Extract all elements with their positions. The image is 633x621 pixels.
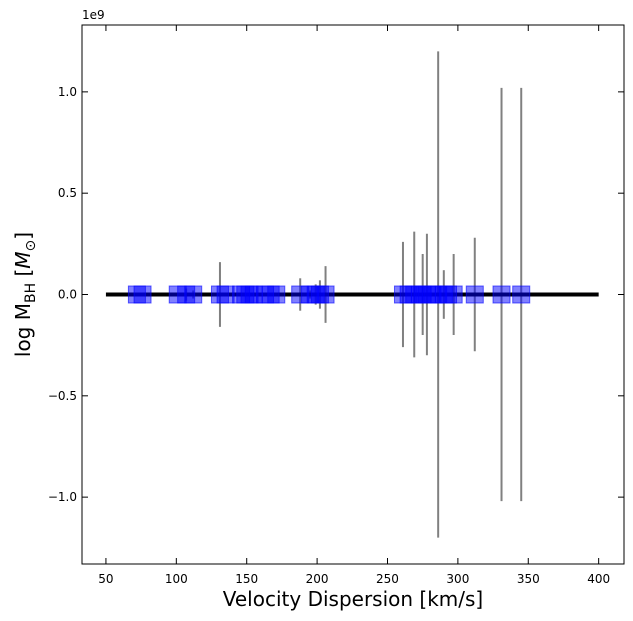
x-tick-label-0: 50 <box>98 572 113 586</box>
x-tick-label-2: 150 <box>235 572 258 586</box>
data-point-18 <box>316 285 335 304</box>
data-point-31 <box>492 285 511 304</box>
y-label-unit-subscript: ⊙ <box>23 240 39 252</box>
y-tick-label-2: 0.0 <box>58 288 77 302</box>
x-axis-label: Velocity Dispersion [km/s] <box>223 587 484 611</box>
y-label-unit-close: ] <box>11 232 35 240</box>
y-label-subscript: BH <box>23 283 39 303</box>
y-label-unit-open: [ <box>11 269 35 283</box>
points-layer <box>127 285 531 304</box>
x-tick-label-3: 200 <box>306 572 329 586</box>
x-tick-label-6: 350 <box>517 572 540 586</box>
x-tick-label-7: 400 <box>587 572 610 586</box>
y-tick-label-1: −0.5 <box>48 389 77 403</box>
data-point-6 <box>216 285 235 304</box>
y-tick-label-3: 0.5 <box>58 186 77 200</box>
y-label-unit-symbol: M <box>11 251 35 268</box>
data-point-4 <box>184 285 203 304</box>
data-point-30 <box>465 285 484 304</box>
y-tick-label-4: 1.0 <box>58 85 77 99</box>
y-axis-ticks: −1.0 −0.5 0.0 0.5 1.0 <box>48 85 624 504</box>
x-axis-ticks: 50 100 150 200 250 300 350 400 <box>98 25 610 586</box>
y-label-main: log M <box>11 303 35 357</box>
y-tick-label-0: −1.0 <box>48 490 77 504</box>
y-axis-label: log MBH [M⊙] <box>11 232 39 357</box>
data-point-13 <box>267 285 286 304</box>
data-point-32 <box>512 285 531 304</box>
data-point-1 <box>133 285 152 304</box>
data-point-29 <box>444 285 463 304</box>
x-tick-label-1: 100 <box>165 572 188 586</box>
y-offset-label: 1e9 <box>82 8 105 22</box>
x-tick-label-5: 300 <box>446 572 469 586</box>
x-tick-label-4: 250 <box>376 572 399 586</box>
